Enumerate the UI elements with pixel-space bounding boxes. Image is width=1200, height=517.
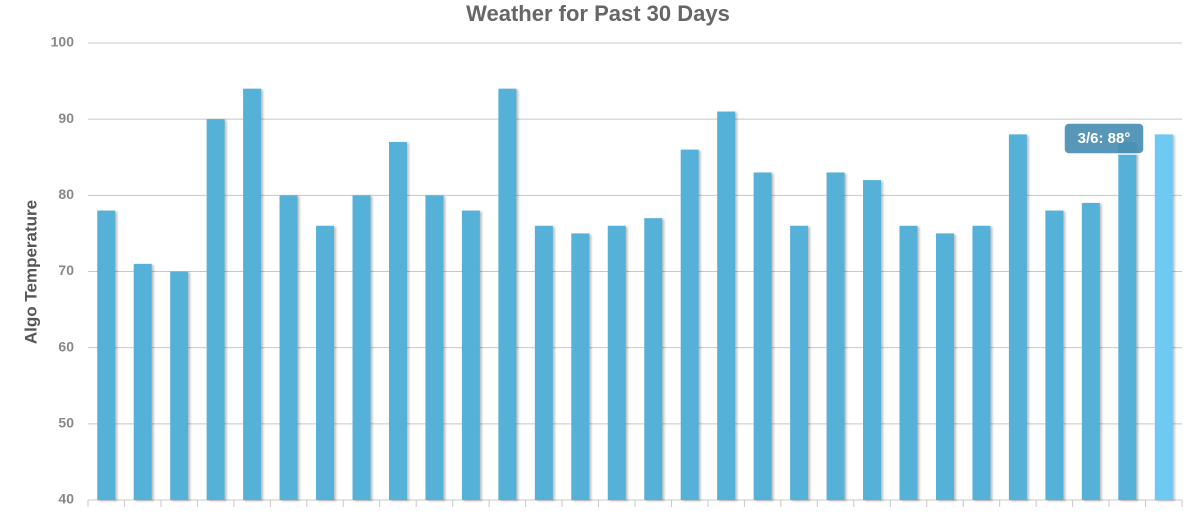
bar xyxy=(461,210,480,501)
bar xyxy=(388,142,407,500)
bar xyxy=(170,271,189,500)
bar xyxy=(1081,202,1100,500)
y-tick-label: 80 xyxy=(58,186,74,202)
bar xyxy=(571,233,590,500)
bar xyxy=(425,195,444,501)
bar xyxy=(717,111,736,501)
bar xyxy=(790,225,809,501)
bar xyxy=(206,119,225,501)
y-tick-label: 100 xyxy=(51,34,75,50)
y-tick-label: 70 xyxy=(58,262,74,278)
bar xyxy=(1045,210,1064,501)
y-tick-label: 50 xyxy=(58,415,74,431)
bar xyxy=(607,225,626,501)
bar xyxy=(644,218,663,500)
bar xyxy=(97,210,116,501)
y-tick-label: 90 xyxy=(58,110,74,126)
chart-title: Weather for Past 30 Days xyxy=(466,1,730,26)
y-tick-label: 40 xyxy=(58,491,74,507)
bar xyxy=(753,172,772,500)
bar xyxy=(899,225,918,501)
tooltip-text: 3/6: 88° xyxy=(1078,130,1131,147)
y-axis-label: Algo Temperature xyxy=(21,200,40,344)
bar xyxy=(279,195,298,501)
bar xyxy=(133,263,152,500)
tooltip: 3/6: 88° xyxy=(1063,122,1145,155)
bar xyxy=(1118,142,1137,500)
bar xyxy=(972,225,991,501)
bar xyxy=(243,88,262,500)
bar xyxy=(534,225,553,501)
bar xyxy=(1154,134,1173,500)
bar xyxy=(1008,134,1027,500)
bar xyxy=(935,233,954,500)
bar xyxy=(826,172,845,500)
bar xyxy=(863,180,882,500)
tooltip-box xyxy=(1063,122,1145,155)
bar xyxy=(680,149,699,500)
y-tick-label: 60 xyxy=(58,338,74,354)
bar xyxy=(498,88,517,500)
bar xyxy=(352,195,371,501)
bar xyxy=(316,225,335,501)
